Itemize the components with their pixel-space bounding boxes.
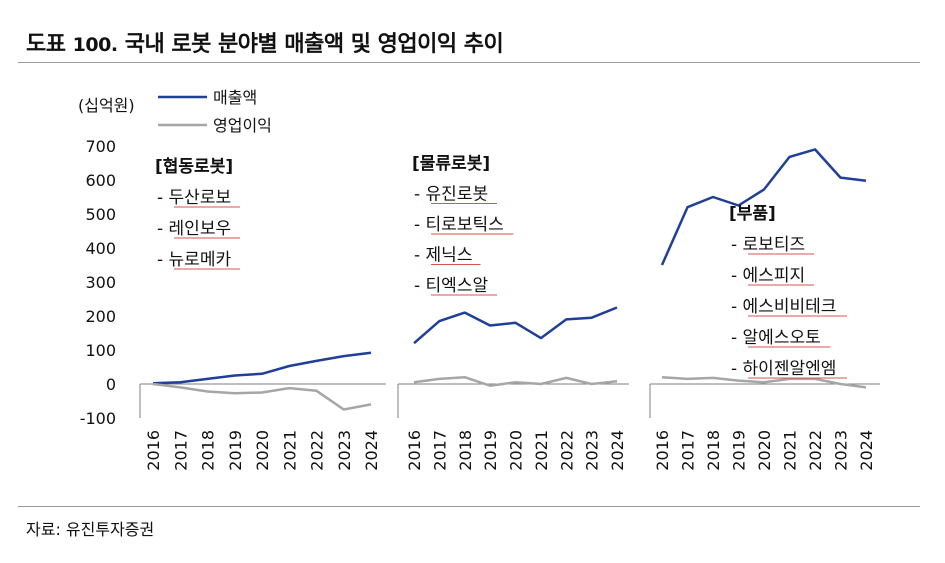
- y-tick-label: 0: [106, 375, 116, 394]
- y-unit-label: (십억원): [78, 96, 135, 115]
- x-tick-label: 2017: [430, 430, 449, 471]
- figure-title: 도표 100. 국내 로봇 분야별 매출액 및 영업이익 추이: [26, 26, 504, 58]
- company-label: - 유진로봇: [414, 185, 488, 205]
- figure-prefix: 도표: [26, 32, 66, 57]
- x-tick-label: 2022: [806, 430, 825, 471]
- figure-title-text: 국내 로봇 분야별 매출액 및 영업이익 추이: [124, 32, 504, 57]
- x-tick-label: 2024: [608, 430, 627, 471]
- company-label: - 티엑스알: [414, 276, 488, 296]
- x-tick-label: 2017: [171, 430, 190, 471]
- y-tick-label: 100: [85, 341, 116, 360]
- company-label: - 티로보틱스: [414, 215, 504, 235]
- x-tick-label: 2017: [679, 430, 698, 471]
- company-label: - 제닉스: [414, 246, 472, 266]
- source-note: 자료: 유진투자증권: [26, 520, 155, 539]
- y-tick-label: 700: [85, 137, 116, 156]
- x-tick-label: 2016: [144, 430, 163, 471]
- x-tick-label: 2023: [832, 430, 851, 471]
- x-tick-label: 2023: [583, 430, 602, 471]
- x-tick-label: 2021: [280, 430, 299, 471]
- x-tick-label: 2019: [481, 430, 500, 471]
- op-income-series-line: [152, 382, 372, 411]
- x-tick-label: 2024: [362, 430, 381, 471]
- x-tick-label: 2020: [253, 430, 272, 471]
- x-tick-label: 2018: [199, 430, 218, 471]
- x-tick-label: 2023: [335, 430, 354, 471]
- y-tick-label: 200: [85, 307, 116, 326]
- revenue-series-line: [152, 351, 372, 385]
- x-tick-label: 2016: [653, 430, 672, 471]
- bottom-rule: [18, 506, 920, 507]
- x-tick-label: 2020: [507, 430, 526, 471]
- x-tick-label: 2019: [226, 430, 245, 471]
- company-label: - 뉴로메카: [157, 250, 231, 270]
- y-tick-label: 400: [85, 239, 116, 258]
- y-tick-label: 600: [85, 171, 116, 190]
- x-tick-label: 2018: [704, 430, 723, 471]
- op-income-series-line: [661, 375, 867, 389]
- y-tick-label: -100: [80, 409, 116, 428]
- company-label: - 로보티즈: [731, 235, 805, 255]
- revenue-series-line: [660, 148, 867, 266]
- figure-number: 100.: [72, 34, 118, 56]
- x-tick-label: 2021: [532, 430, 551, 471]
- panel-group-label: [부품]: [729, 204, 776, 224]
- x-tick-label: 2021: [781, 430, 800, 471]
- company-label: - 레인보우: [157, 219, 231, 239]
- x-tick-label: 2024: [857, 430, 876, 471]
- x-tick-label: 2016: [405, 430, 424, 471]
- legend-revenue-label: 매출액: [213, 88, 257, 107]
- top-rule: [18, 62, 920, 63]
- y-tick-label: 500: [85, 205, 116, 224]
- x-tick-label: 2022: [557, 430, 576, 471]
- x-tick-label: 2019: [730, 430, 749, 471]
- company-label: - 하이젠알엔엠: [731, 359, 836, 379]
- legend-op-income-label: 영업이익: [213, 116, 272, 135]
- company-label: - 알에스오토: [731, 328, 821, 348]
- panel-group-label: [물류로봇]: [412, 154, 490, 174]
- y-tick-label: 300: [85, 273, 116, 292]
- op-income-series-line: [413, 375, 618, 387]
- x-tick-label: 2020: [755, 430, 774, 471]
- revenue-series-line: [413, 306, 618, 345]
- panel-group-label: [협동로봇]: [155, 156, 233, 177]
- company-label: - 에스피지: [731, 266, 805, 286]
- company-label: - 에스비비테크: [731, 297, 836, 317]
- x-tick-label: 2018: [456, 430, 475, 471]
- company-label: - 두산로보: [157, 188, 231, 208]
- x-tick-label: 2022: [308, 430, 327, 471]
